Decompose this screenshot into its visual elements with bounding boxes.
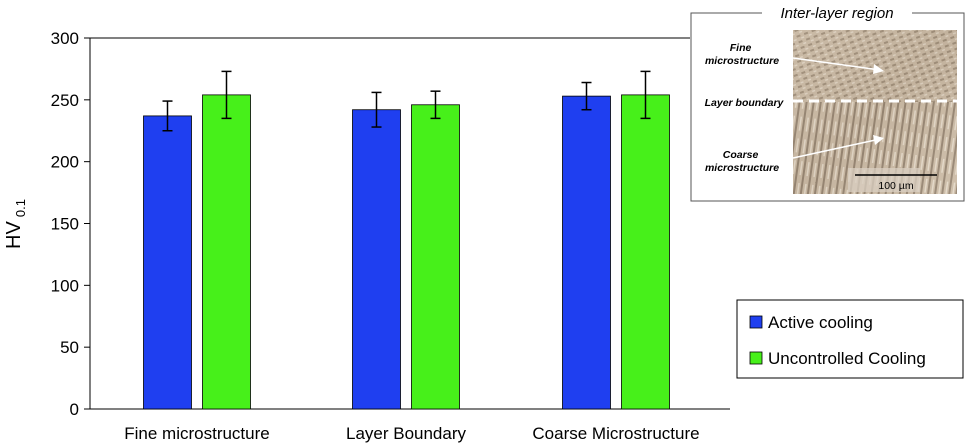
scale-bar-bg [848,168,920,192]
inset-label-coarse-line1: Coarse [723,149,759,161]
y-tick-label: 200 [51,153,79,172]
inset-label-coarse-line2: microstructure [705,162,779,174]
inset-label-fine-line1: Fine [730,42,752,54]
bar-uncontrolled-cooling-0 [202,94,251,410]
inset-panel: Inter-layer region 100 µm Fine microstru… [690,4,965,202]
bar-uncontrolled-cooling-2 [621,94,670,410]
coarse-arrow-head [873,135,884,145]
micrograph-image: 100 µm [792,30,957,194]
coarse-arrow [792,138,881,159]
y-tick-label: 150 [51,215,79,234]
bar-active-cooling-1 [352,109,401,410]
inset-label-boundary: Layer boundary [705,97,785,109]
fine-arrow [792,57,881,71]
legend-box [736,299,964,379]
y-tick-label: 50 [60,338,79,357]
y-axis-title: HV 0.1 [3,199,28,249]
bars [143,70,670,410]
y-tick-label: 100 [51,276,79,295]
legend-label-uncontrolled-cooling: Uncontrolled Cooling [768,349,926,368]
inset-label-coarse: Coarse microstructure [705,149,779,174]
category-labels: Fine microstructure Layer Boundary Coarse … [124,424,699,443]
legend-label-active-cooling: Active cooling [768,313,873,332]
scale-bar-label: 100 µm [878,180,913,192]
y-axis-title-main: HV [3,220,25,248]
fine-arrow-head [873,64,884,74]
legend-swatch-active-cooling [749,315,763,329]
bar-active-cooling-2 [562,95,611,410]
legend: Active cooling Uncontrolled Cooling [736,299,964,379]
bar-uncontrolled-cooling-1 [411,104,460,410]
y-tick-label: 0 [70,400,79,419]
inset-title-bg [762,4,912,22]
bar-active-cooling-0 [143,115,192,410]
x-category-label: Coarse Microstructure [532,424,699,443]
inset-label-fine-line2: microstructure [705,55,779,67]
legend-swatch-uncontrolled-cooling [749,351,763,365]
y-tick-label: 250 [51,91,79,110]
y-axis-title-subscript: 0.1 [13,199,28,217]
inset-label-fine: Fine microstructure [705,42,779,67]
x-category-label: Layer Boundary [346,424,467,443]
y-tick-label: 300 [51,29,79,48]
inset-title: Inter-layer region [780,5,893,22]
x-category-label: Fine microstructure [124,424,269,443]
y-ticks: 0 50 100 150 200 250 300 [51,29,90,419]
